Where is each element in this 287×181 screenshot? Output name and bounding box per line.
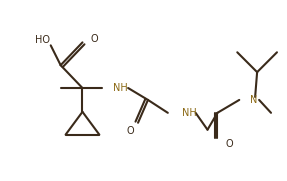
Text: NH: NH — [182, 108, 197, 118]
Text: N: N — [250, 95, 257, 105]
Text: O: O — [225, 139, 233, 149]
Text: HO: HO — [35, 35, 50, 45]
Text: NH: NH — [113, 83, 128, 93]
Text: O: O — [126, 126, 134, 136]
Text: O: O — [90, 34, 98, 44]
